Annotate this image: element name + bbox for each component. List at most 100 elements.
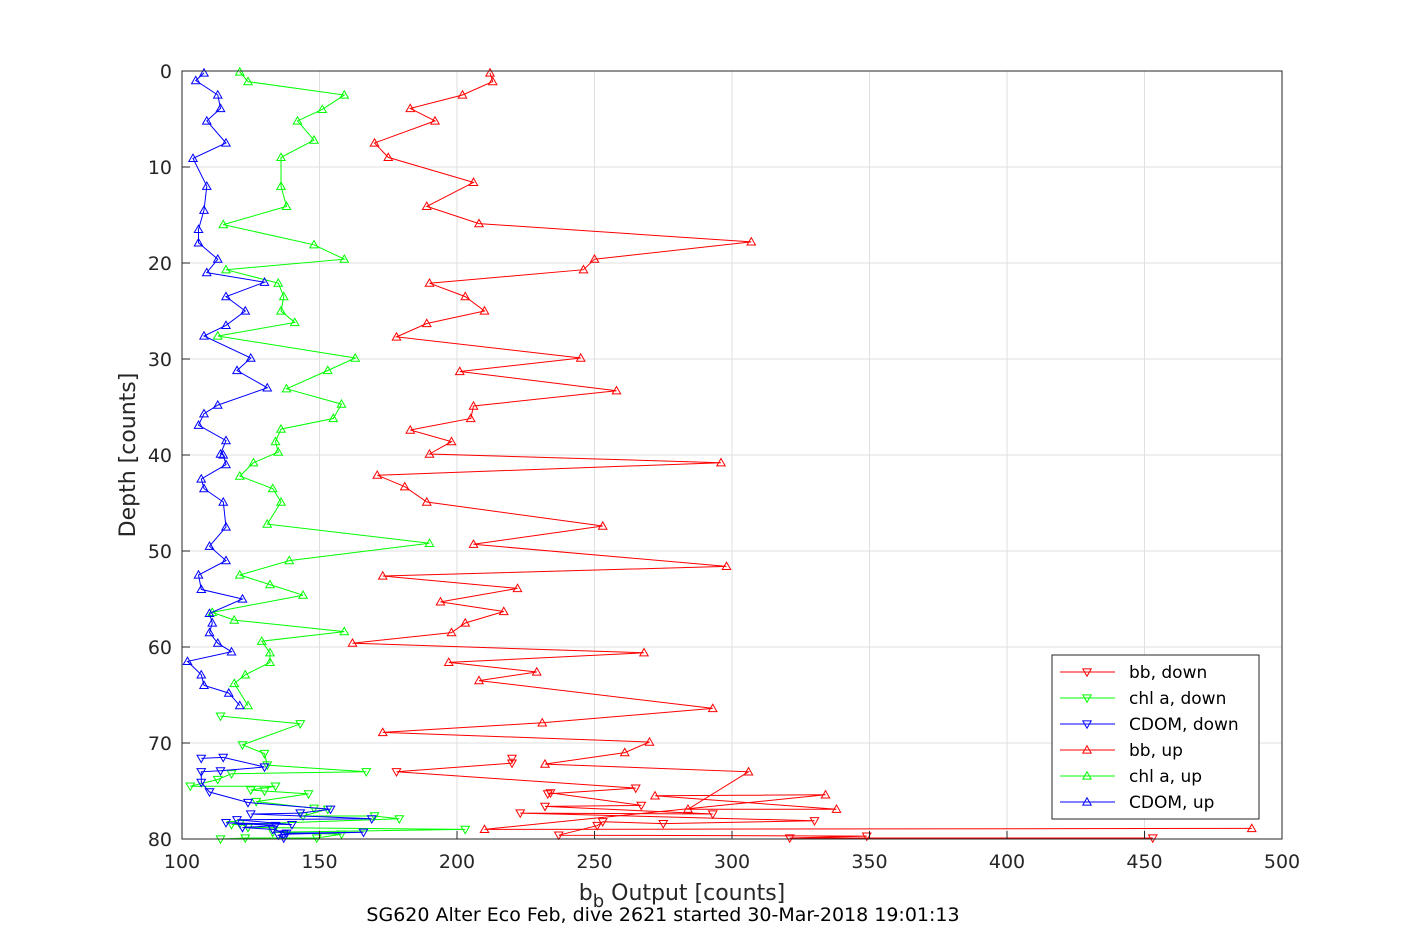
data-point xyxy=(229,614,240,624)
data-point xyxy=(242,700,254,710)
data-point xyxy=(240,305,251,315)
data-point xyxy=(498,606,509,616)
data-point xyxy=(212,399,223,409)
data-point xyxy=(372,469,383,479)
data-point xyxy=(292,115,303,125)
data-point xyxy=(377,570,388,580)
data-point xyxy=(275,423,287,433)
data-point xyxy=(424,277,435,287)
x-tick-label: 200 xyxy=(439,851,475,873)
data-point xyxy=(273,831,284,841)
data-point xyxy=(358,828,369,838)
series-line-cdom-down xyxy=(200,756,372,839)
data-point xyxy=(212,775,223,785)
data-point xyxy=(405,103,416,113)
legend: bb, down chl a, down CDOM, down bb, up chl a… xyxy=(1051,654,1260,820)
data-point xyxy=(207,607,218,617)
data-point xyxy=(193,237,204,247)
y-tick-label: 10 xyxy=(148,157,172,179)
axis-ticks: 100 150 200 250 300 350 400 450 500 0 10 20 30 40 50 60… xyxy=(148,61,1300,873)
data-point xyxy=(322,365,333,375)
data-point xyxy=(198,330,210,340)
data-point xyxy=(506,759,518,769)
data-point xyxy=(383,152,394,162)
x-tick-label: 150 xyxy=(301,851,337,873)
series-line-cdom-up xyxy=(186,72,269,706)
data-point xyxy=(539,758,551,768)
data-point xyxy=(190,75,201,85)
data-point xyxy=(237,593,248,603)
data-point xyxy=(369,812,380,822)
x-tick-label: 350 xyxy=(851,851,887,873)
legend-marker xyxy=(1081,744,1093,754)
data-point xyxy=(435,596,446,606)
data-point xyxy=(259,276,270,286)
data-point xyxy=(220,521,232,531)
data-point xyxy=(187,153,199,163)
data-point xyxy=(457,89,468,99)
data-point xyxy=(473,218,485,228)
data-point xyxy=(196,754,207,764)
data-point xyxy=(460,617,471,627)
data-point xyxy=(204,788,215,798)
data-point xyxy=(619,747,630,757)
series-cdom-up xyxy=(182,67,273,710)
data-point xyxy=(405,424,416,434)
data-point xyxy=(339,89,350,99)
legend-item: CDOM, up xyxy=(1060,793,1214,813)
data-point xyxy=(707,810,718,820)
x-axis-label-base: b xyxy=(579,881,593,906)
data-point xyxy=(284,555,295,565)
data-point xyxy=(234,470,245,480)
data-point xyxy=(201,180,212,190)
legend-box xyxy=(1051,654,1260,820)
figure-caption: SG620 Alter Eco Feb, dive 2621 started 3… xyxy=(366,904,960,926)
legend-label: CDOM, up xyxy=(1129,793,1214,813)
data-point xyxy=(193,420,204,429)
data-point xyxy=(638,647,650,657)
data-point xyxy=(240,669,251,679)
data-point xyxy=(278,830,289,840)
x-axis-label-subscript: b xyxy=(593,891,604,912)
data-point xyxy=(215,767,226,777)
data-point xyxy=(270,821,281,831)
series-line-chl-a-down xyxy=(190,715,466,840)
data-point xyxy=(460,825,471,835)
data-point xyxy=(336,830,347,840)
data-point xyxy=(347,637,358,647)
data-point xyxy=(231,365,243,375)
data-point xyxy=(278,291,289,301)
y-tick-label: 70 xyxy=(148,733,172,755)
data-point xyxy=(281,383,292,393)
series-bb-up xyxy=(347,67,1257,834)
data-point xyxy=(198,67,210,77)
data-point xyxy=(281,201,292,211)
data-point xyxy=(204,540,215,550)
data-point xyxy=(308,239,320,249)
data-point xyxy=(537,717,548,727)
legend-label: bb, down xyxy=(1129,663,1207,683)
series-line-bb-up xyxy=(352,72,1252,830)
data-point xyxy=(251,797,262,807)
legend-item: chl a, down xyxy=(1060,689,1226,709)
data-point xyxy=(262,761,273,771)
data-point xyxy=(545,789,556,799)
data-point xyxy=(515,809,526,819)
data-point xyxy=(245,786,256,796)
y-axis-label: Depth [counts] xyxy=(116,373,141,538)
data-point xyxy=(196,473,207,483)
x-tick-label: 400 xyxy=(989,851,1025,873)
data-point xyxy=(303,790,314,800)
data-point xyxy=(237,741,248,751)
data-point xyxy=(237,823,248,833)
data-point xyxy=(275,180,287,190)
legend-label: chl a, up xyxy=(1129,767,1202,787)
x-tick-label: 450 xyxy=(1126,851,1162,873)
legend-item: bb, up xyxy=(1060,741,1183,761)
data-point xyxy=(589,253,600,263)
data-point xyxy=(220,291,232,301)
data-point xyxy=(212,89,223,99)
data-point xyxy=(220,819,232,828)
data-point xyxy=(198,680,210,690)
